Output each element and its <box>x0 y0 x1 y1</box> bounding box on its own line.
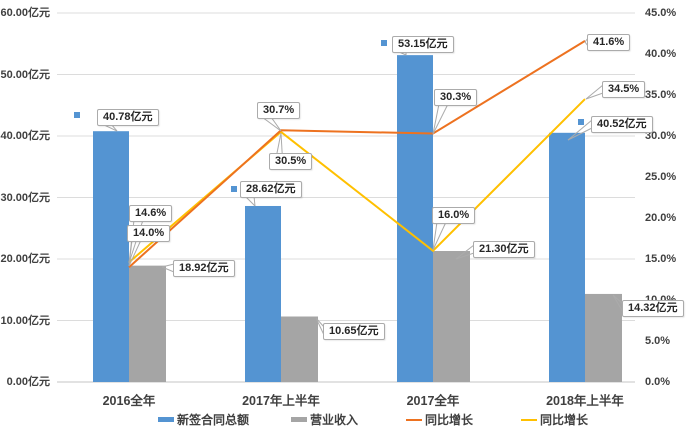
legend-label: 同比增长 <box>540 413 589 427</box>
data-label-callout: 40.78亿元 <box>97 109 159 126</box>
line-yoy-growth-contract <box>128 40 586 268</box>
right-axis-tick-label: 25.0% <box>645 171 677 183</box>
data-label-callout: 41.6% <box>587 34 631 51</box>
legend-item-revenue: 营业收入 <box>291 411 358 428</box>
category-label: 2017全年 <box>406 394 460 408</box>
callout-leader <box>455 252 475 260</box>
category-label: 2016全年 <box>102 394 156 408</box>
callout-leader <box>270 116 282 132</box>
chart-legend: 新签合同总额 营业收入 同比增长 同比增长 <box>0 408 700 428</box>
right-axis-tick-label: 15.0% <box>645 253 677 265</box>
legend-label: 营业收入 <box>310 413 359 427</box>
category-label: 2018年上半年 <box>546 394 624 408</box>
data-point-marker-icon <box>74 112 80 118</box>
data-label-callout: 14.32亿元 <box>622 300 684 317</box>
legend-bar-swatch-icon <box>291 417 307 422</box>
legend-line-swatch-icon <box>406 418 422 421</box>
legend-line-swatch-icon <box>521 418 537 421</box>
left-axis-tick-label: 10.00亿元 <box>0 314 50 327</box>
callout-leader <box>432 221 447 251</box>
data-label-callout: 30.5% <box>269 153 313 170</box>
callout-leader <box>612 294 624 313</box>
callout-leader <box>432 103 449 135</box>
data-label-callout: 10.65亿元 <box>323 323 385 340</box>
callout-leader <box>567 127 593 141</box>
left-axis-tick-label: 40.00亿元 <box>0 130 50 142</box>
right-axis-tick-label: 20.0% <box>645 212 677 224</box>
callout-leader <box>432 221 438 251</box>
legend-bar-swatch-icon <box>158 417 174 422</box>
left-axis-tick-label: 20.00亿元 <box>0 253 50 265</box>
bar-revenue <box>281 316 318 382</box>
callout-leader <box>315 317 325 336</box>
callout-leader <box>612 294 624 305</box>
right-axis-tick-label: 45.0% <box>645 7 677 19</box>
callout-leader <box>455 244 475 260</box>
callout-leader <box>585 92 604 100</box>
right-axis-tick-label: 40.0% <box>645 48 677 60</box>
data-label-callout: 14.6% <box>129 205 173 222</box>
callout-leader <box>161 263 175 268</box>
bar-contract-total <box>549 132 585 382</box>
right-axis-tick-label: 0.0% <box>645 376 671 388</box>
data-point-marker-icon <box>231 186 237 192</box>
data-point-marker-icon <box>381 40 387 46</box>
callout-leader <box>161 266 175 273</box>
data-label-callout: 53.15亿元 <box>392 36 454 53</box>
bar-revenue <box>129 265 166 382</box>
data-label-callout: 28.62亿元 <box>240 181 302 198</box>
left-axis-tick-label: 50.00亿元 <box>0 68 50 81</box>
data-label-callout: 40.52亿元 <box>591 116 653 133</box>
data-label-callout: 30.3% <box>434 89 478 106</box>
legend-label: 新签合同总额 <box>177 413 250 427</box>
left-axis-tick-label: 0.00亿元 <box>6 376 50 388</box>
data-label-callout: 30.7% <box>257 102 301 119</box>
data-label-callout: 14.0% <box>127 225 171 242</box>
bar-revenue <box>585 293 622 382</box>
line-yoy-growth-revenue <box>128 98 586 264</box>
callout-leader <box>128 239 142 267</box>
data-point-marker-icon <box>578 119 584 125</box>
data-label-callout: 21.30亿元 <box>473 241 535 258</box>
right-axis-tick-label: 5.0% <box>645 335 671 347</box>
data-label-callout: 34.5% <box>602 81 646 98</box>
left-axis-tick-label: 60.00亿元 <box>0 7 50 19</box>
callout-leader <box>432 103 440 135</box>
bar-contract-total <box>397 55 433 382</box>
category-label: 2017年上半年 <box>242 394 320 408</box>
legend-label: 同比增长 <box>425 413 474 427</box>
bar-revenue <box>433 251 470 382</box>
right-axis-tick-label: 30.0% <box>645 130 677 142</box>
legend-item-yoy-growth-contract: 同比增长 <box>406 411 473 428</box>
data-label-callout: 16.0% <box>432 207 476 224</box>
legend-item-contract-total: 新签合同总额 <box>158 411 249 428</box>
left-axis-tick-label: 30.00亿元 <box>0 191 50 204</box>
legend-item-yoy-growth-revenue: 同比增长 <box>521 411 588 428</box>
bar-contract-total <box>245 205 281 382</box>
callout-leader <box>567 119 593 141</box>
right-axis-tick-label: 35.0% <box>645 89 677 101</box>
bar-contract-total <box>93 131 129 382</box>
callout-leader <box>315 317 325 328</box>
data-label-callout: 18.92亿元 <box>173 260 235 277</box>
callout-leader <box>261 116 282 132</box>
callout-leader <box>585 84 604 100</box>
